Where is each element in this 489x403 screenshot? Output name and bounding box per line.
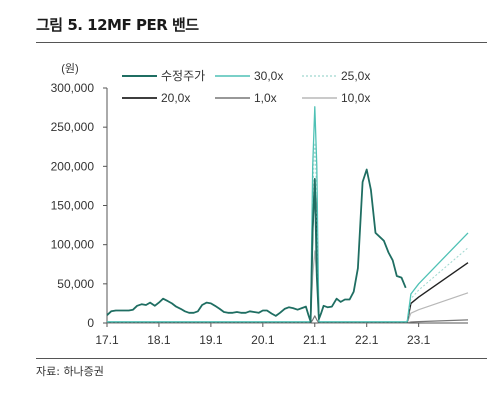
legend-label: 1,0x [254,91,277,105]
axes: 0 50,000 100,000 150,000 200,000 250,000 300,0… [51,81,468,347]
chart-title: 그림 5. 12MF PER 밴드 [36,16,199,34]
source-note: 자료: 하나증권 [36,365,104,378]
legend-label: 10,0x [341,91,370,105]
series-line-5 [107,250,469,324]
y-tick-label: 150,000 [51,199,95,213]
legend: 수정주가 30,0x 25,0x 20,0x 1,0x 10,0x [122,69,370,105]
source-rule [36,358,487,359]
series-line-1 [107,106,469,323]
legend-label: 30,0x [254,69,283,83]
x-tick-label: 19.1 [199,333,223,347]
y-tick-label: 250,000 [51,120,95,134]
x-tick-label: 17.1 [95,333,119,347]
series-line-2 [107,142,469,323]
y-tick-label: 200,000 [51,159,95,173]
x-tick-label: 21.1 [303,333,327,347]
legend-label: 25,0x [341,69,370,83]
x-tick-label: 20.1 [251,333,275,347]
series-layer [106,106,469,324]
legend-label: 20,0x [161,91,190,105]
y-axis-unit-label: (원) [61,62,78,75]
y-tick-label: 0 [87,316,94,330]
legend-label: 수정주가 [161,69,205,83]
series-line-0 [106,168,407,323]
x-tick-label: 18.1 [147,333,171,347]
title-rule [36,42,487,43]
x-tick-label: 23.1 [407,333,431,347]
y-tick-label: 100,000 [51,238,95,252]
y-tick-label: 50,000 [57,277,94,291]
y-tick-label: 300,000 [51,81,95,95]
x-tick-label: 22.1 [355,333,379,347]
